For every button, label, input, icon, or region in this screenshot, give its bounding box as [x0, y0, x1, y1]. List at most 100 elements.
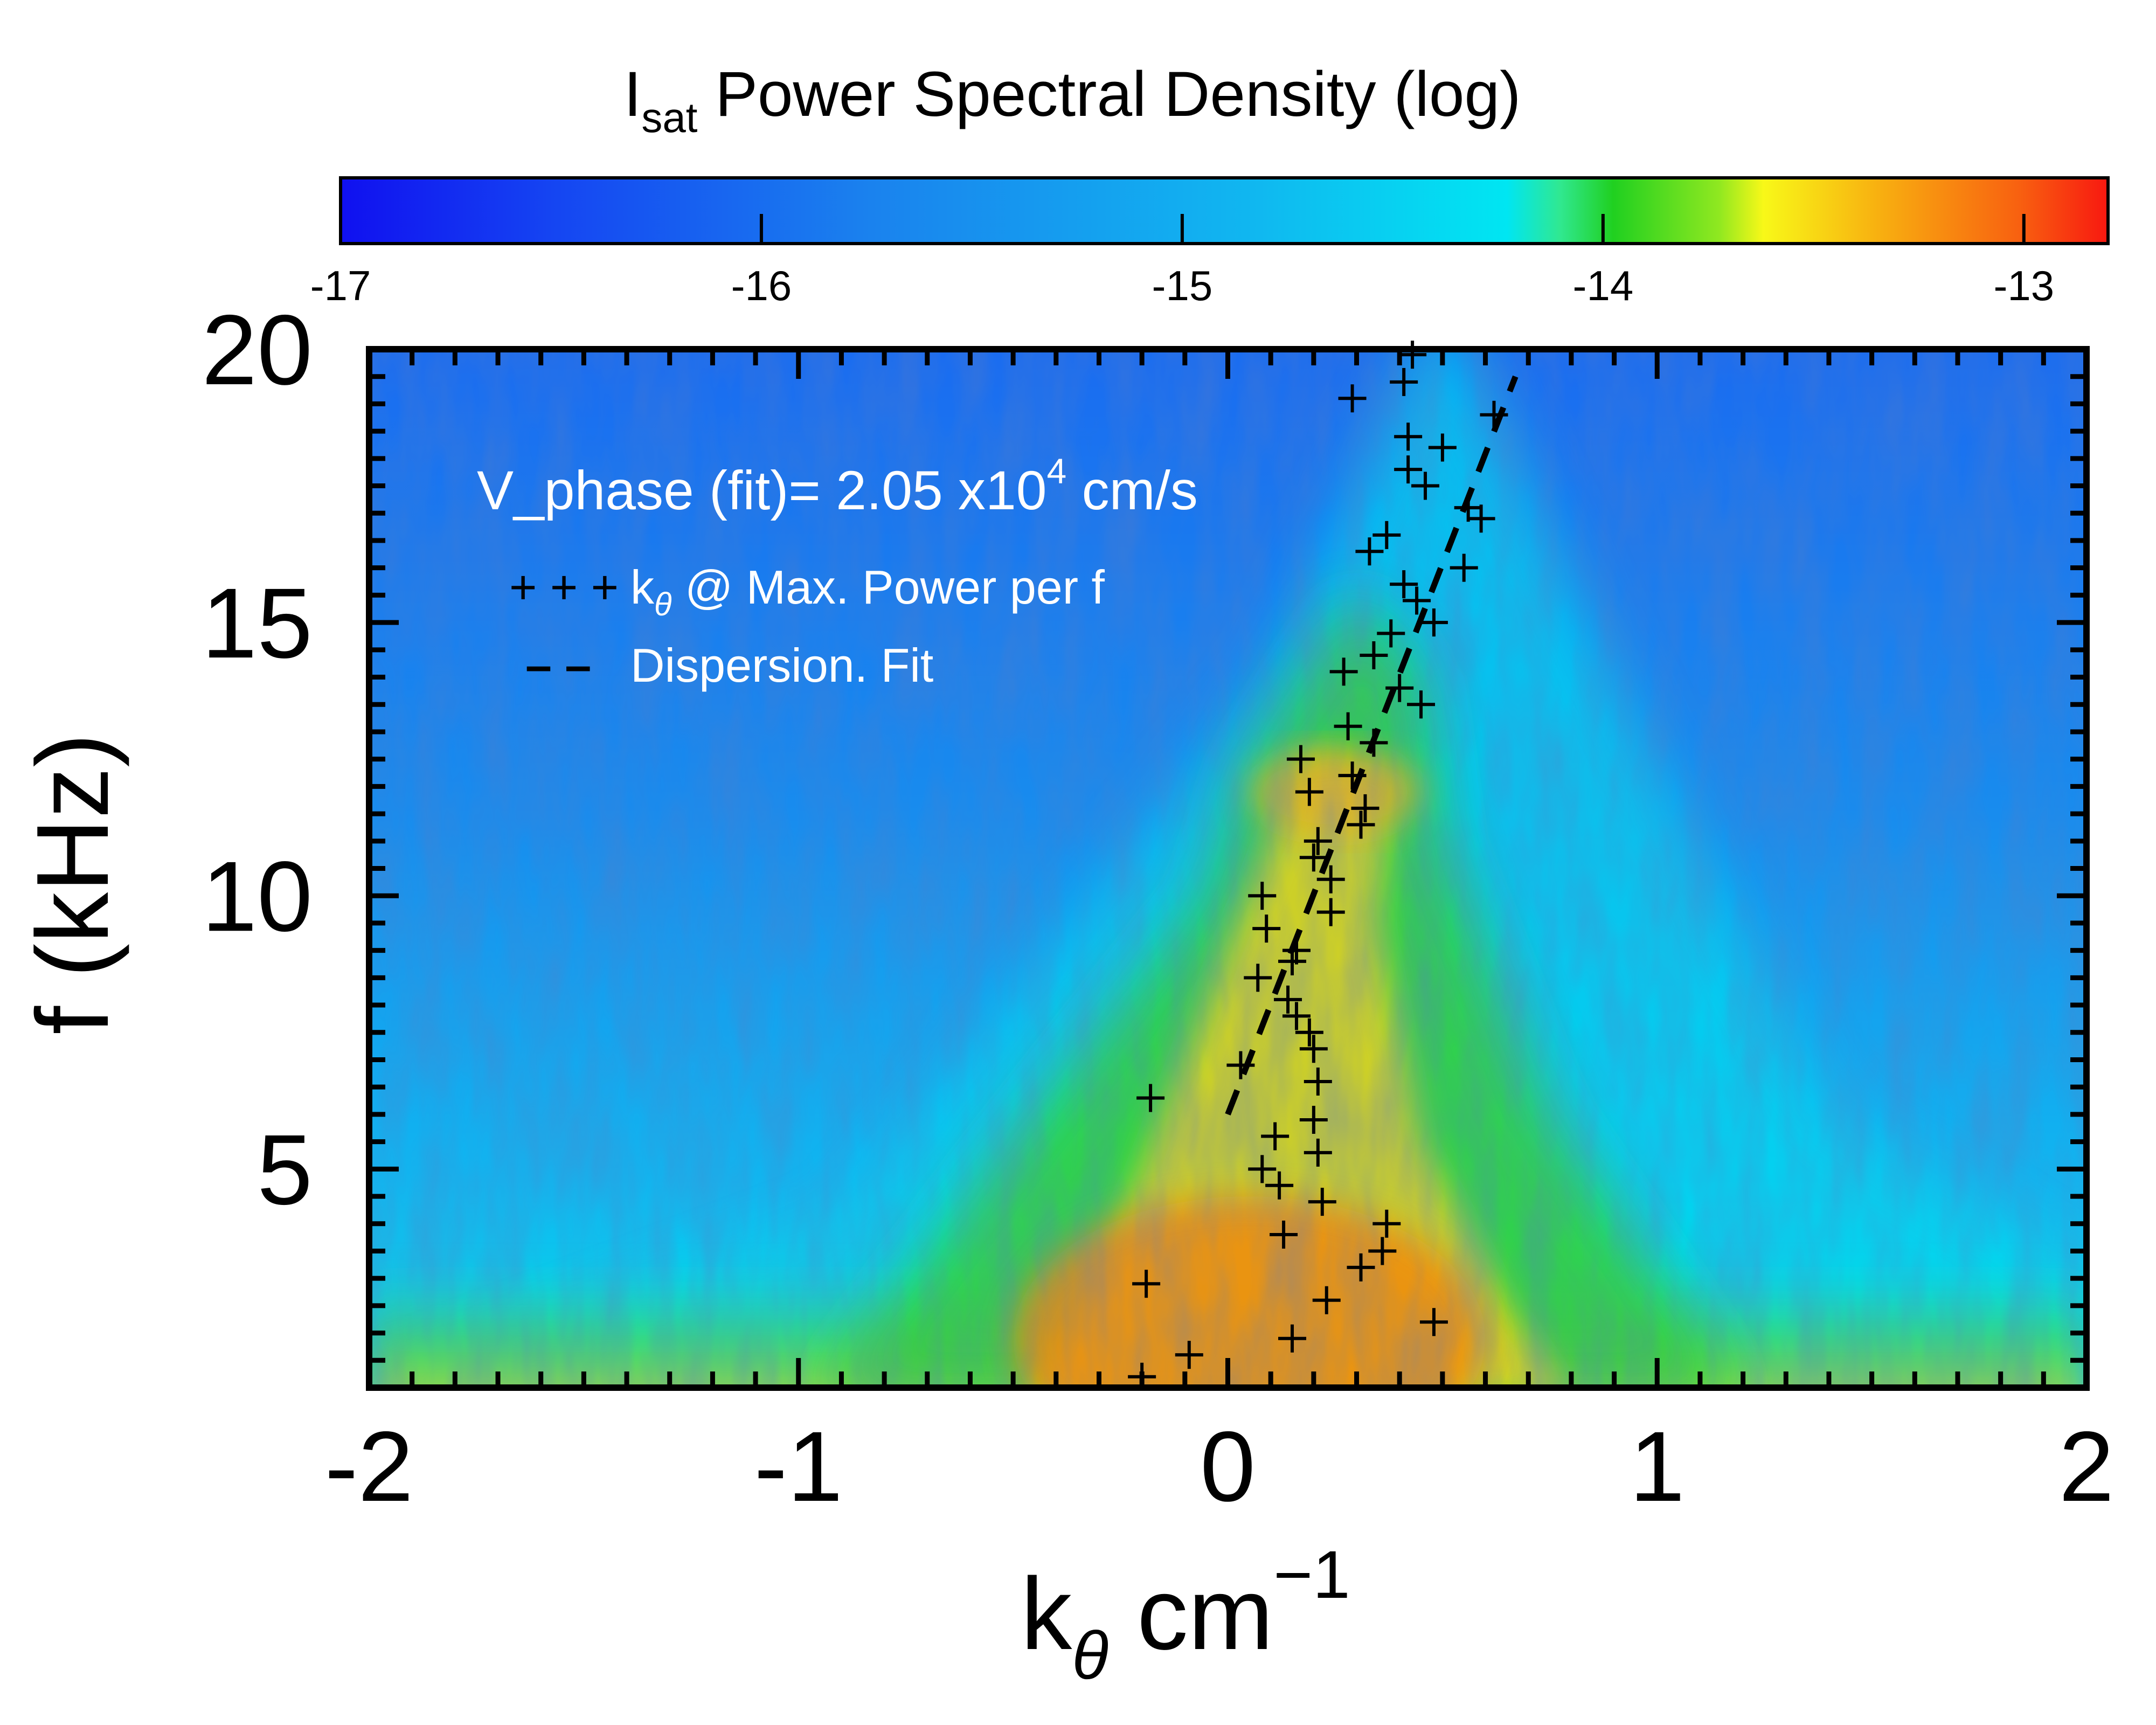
max-power-marker — [1419, 608, 1448, 637]
colorbar-tick-label: -15 — [1152, 262, 1213, 309]
max-power-marker — [1278, 1324, 1307, 1353]
max-power-marker — [1398, 341, 1427, 369]
legend-label-theta: θ — [654, 586, 672, 622]
max-power-marker — [1338, 384, 1367, 413]
max-power-marker — [1299, 843, 1328, 872]
max-power-marker — [1136, 1084, 1165, 1112]
y-tick-label: 15 — [202, 568, 313, 679]
x-tick-label: 0 — [1200, 1411, 1256, 1522]
colorbar-tick-label: -13 — [1993, 262, 2054, 309]
max-power-marker — [1467, 504, 1495, 533]
max-power-marker — [1450, 553, 1478, 582]
max-power-marker — [1407, 690, 1436, 719]
max-power-marker — [1226, 1051, 1255, 1079]
legend: + + + kθ @ Max. Power per f – – Dispersi… — [509, 560, 1105, 692]
max-power-marker — [1299, 1106, 1328, 1134]
max-power-marker — [1304, 1068, 1332, 1096]
y-axis-label: f (kHz) — [16, 733, 130, 1034]
max-power-marker — [1278, 947, 1307, 975]
max-power-marker — [1385, 674, 1414, 702]
max-power-marker — [1282, 1002, 1311, 1030]
max-power-marker — [1132, 1270, 1161, 1298]
max-power-marker — [1265, 1171, 1294, 1200]
max-power-marker — [1244, 964, 1272, 992]
max-power-marker — [1261, 1122, 1290, 1151]
colorbar-tick-label: -17 — [310, 262, 371, 309]
colorbar-label-main: I — [624, 59, 642, 130]
max-power-marker — [1403, 586, 1431, 615]
max-power-marker — [1175, 1341, 1203, 1369]
max-power-marker — [1329, 657, 1358, 686]
x-tick-labels: -2 -1 0 1 2 — [325, 1411, 2115, 1522]
max-power-marker — [1286, 745, 1315, 773]
max-power-marker — [1334, 712, 1362, 740]
colorbar-tick-label: -16 — [731, 262, 792, 309]
max-power-marker — [1248, 1155, 1277, 1183]
max-power-marker — [1128, 1362, 1156, 1391]
x-axis-label-exponent: −1 — [1273, 1537, 1350, 1612]
max-power-marker — [1372, 1209, 1401, 1238]
legend-label-max-power: kθ @ Max. Power per f — [630, 560, 1105, 622]
max-power-marker — [1390, 368, 1418, 396]
max-power-marker — [1394, 422, 1423, 451]
max-power-marker — [1248, 882, 1277, 910]
phase-velocity-annotation: V_phase (fit)= 2.05 x104 cm/s — [477, 451, 1198, 521]
colorbar-ticks: -17 -16 -15 -14 -13 — [310, 214, 2054, 309]
legend-entry-max-power: + + + kθ @ Max. Power per f — [509, 560, 1105, 622]
x-axis-label-k: k — [1021, 1557, 1072, 1671]
max-power-marker — [1274, 985, 1302, 1014]
max-power-marker — [1316, 865, 1345, 893]
legend-marker-plus: + + + — [509, 560, 619, 614]
colorbar-label-rest: Power Spectral Density (log) — [697, 59, 1521, 130]
max-power-marker — [1252, 915, 1281, 943]
max-power-marker — [1368, 1237, 1397, 1265]
x-axis-label: kθ cm−1 — [1021, 1537, 1350, 1693]
legend-marker-dash: – – — [525, 639, 591, 692]
legend-label-k: k — [630, 560, 655, 614]
y-tick-label: 10 — [202, 841, 313, 952]
y-tick-label: 5 — [257, 1114, 313, 1225]
max-power-marker — [1355, 537, 1384, 566]
y-tick-labels: 5 10 15 20 — [202, 295, 313, 1225]
max-power-marker — [1270, 1221, 1298, 1249]
max-power-marker — [1360, 641, 1388, 669]
max-power-marker — [1304, 1138, 1332, 1167]
max-power-marker — [1377, 619, 1405, 648]
max-power-marker — [1347, 810, 1375, 839]
heatmap-texture — [369, 349, 2086, 1388]
max-power-marker — [1394, 455, 1423, 484]
x-tick-label: -1 — [754, 1411, 843, 1522]
max-power-marker — [1304, 827, 1332, 855]
annotation-sup: 4 — [1047, 451, 1067, 491]
max-power-marker — [1390, 570, 1418, 599]
max-power-marker — [1295, 778, 1323, 806]
x-axis-label-unit: cm — [1108, 1557, 1273, 1671]
max-power-marker — [1411, 472, 1439, 500]
colorbar-gradient — [339, 176, 2110, 245]
legend-label-fit: Dispersion. Fit — [630, 639, 933, 692]
max-power-marker — [1428, 433, 1457, 462]
max-power-marker — [1372, 521, 1401, 549]
max-power-marker — [1312, 1286, 1341, 1314]
x-tick-label: 1 — [1630, 1411, 1685, 1522]
max-power-marker — [1308, 1188, 1336, 1216]
axis-ticks — [366, 347, 2089, 1390]
colorbar-tick-label: -14 — [1572, 262, 1633, 309]
colorbar: Isat Power Spectral Density (log) -17 -16… — [310, 59, 2110, 309]
max-power-marker — [1419, 1308, 1448, 1336]
max-power-marker — [1299, 1035, 1328, 1063]
legend-label-rest: @ Max. Power per f — [672, 560, 1105, 614]
max-power-marker — [1351, 794, 1379, 822]
x-axis-label-theta: θ — [1072, 1618, 1108, 1693]
annotation-rest: cm/s — [1066, 460, 1198, 521]
max-power-marker — [1480, 400, 1508, 429]
x-tick-label: 2 — [2059, 1411, 2115, 1522]
y-tick-label: 20 — [202, 295, 313, 406]
legend-entry-fit: – – Dispersion. Fit — [525, 639, 933, 692]
x-tick-label: -2 — [325, 1411, 414, 1522]
plot-area: -2 -1 0 1 2 5 10 15 20 V_phase (fit)= 2.05 x104… — [202, 295, 2115, 1522]
max-power-marker — [1360, 729, 1388, 757]
max-power-markers — [1128, 341, 1508, 1391]
colorbar-label: Isat Power Spectral Density (log) — [624, 59, 1521, 141]
